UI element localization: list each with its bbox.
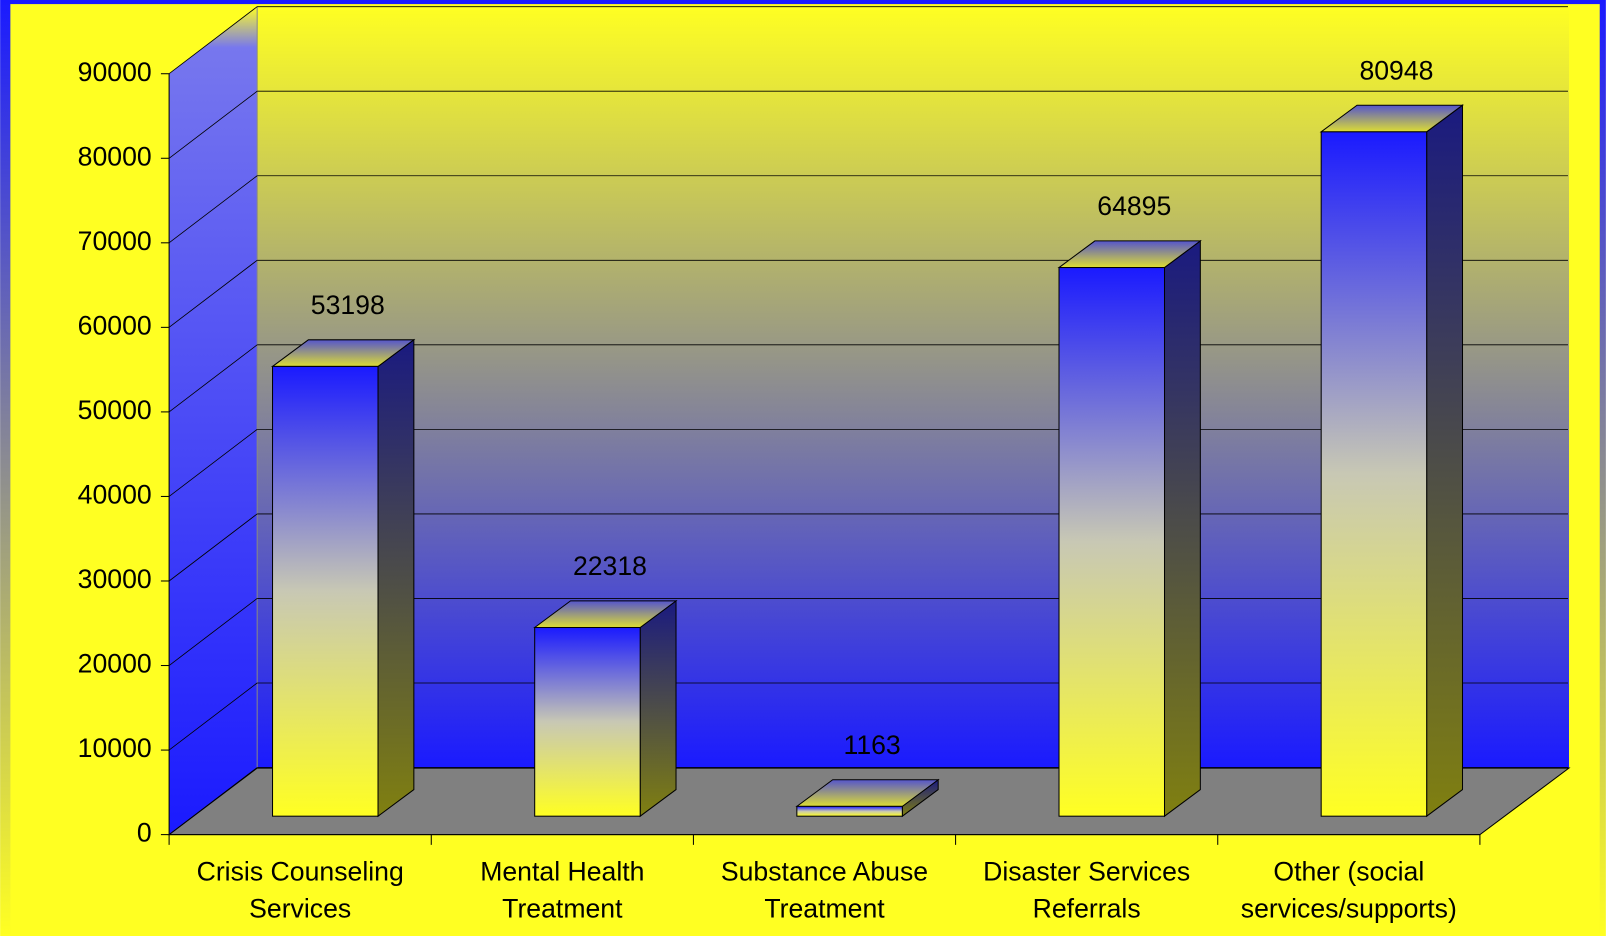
x-tick-label: Substance Abuse Treatment <box>720 856 929 924</box>
data-label: 64895 <box>1097 191 1171 221</box>
grid-line <box>168 259 258 328</box>
x-tick-label-box: Other (social services/supports) <box>1240 856 1457 924</box>
grid-line <box>168 90 258 159</box>
side-wall <box>169 6 258 835</box>
grid-line <box>168 344 258 413</box>
bar-side <box>377 338 415 818</box>
grid-line <box>168 429 258 497</box>
y-tick-label: 20000 <box>78 649 152 679</box>
y-tick-label: 40000 <box>78 479 152 509</box>
back-wall <box>257 6 1570 769</box>
grid-line <box>168 175 258 244</box>
data-label: 53198 <box>311 290 385 320</box>
y-tick-label: 90000 <box>78 57 152 87</box>
y-tick-label: 60000 <box>78 310 152 340</box>
y-tick-label: 30000 <box>78 564 152 594</box>
y-tick-label: 10000 <box>78 733 152 763</box>
x-tick-label: Mental Health Treatment <box>480 856 645 924</box>
data-label: 1163 <box>844 730 901 760</box>
grid-line <box>168 767 258 835</box>
x-tick-label-box: Substance Abuse Treatment <box>720 856 929 924</box>
bar <box>534 626 641 817</box>
grid-line <box>168 682 258 751</box>
grid-line <box>168 6 258 75</box>
grid-line <box>168 513 258 582</box>
grid-line <box>168 598 258 666</box>
bar <box>1058 267 1166 817</box>
y-tick-label: 0 <box>137 818 152 848</box>
bar-side <box>1426 104 1464 818</box>
x-tick-label-box: Crisis Counseling Services <box>196 856 404 924</box>
x-tick-label: Disaster Services Referrals <box>983 856 1191 924</box>
bar-side <box>1163 239 1201 818</box>
x-tick-label: Other (social services/supports) <box>1240 856 1457 924</box>
y-tick-label: 70000 <box>78 226 152 256</box>
x-tick-label: Crisis Counseling Services <box>196 856 404 924</box>
bar <box>1320 131 1428 817</box>
bar <box>272 365 379 817</box>
y-tick-label: 50000 <box>78 395 152 425</box>
x-tick-label-box: Mental Health Treatment <box>480 856 645 924</box>
x-tick-label-box: Disaster Services Referrals <box>983 856 1191 924</box>
bar-side <box>639 599 677 818</box>
bar <box>796 805 903 817</box>
y-tick-label: 80000 <box>78 141 152 171</box>
data-label: 22318 <box>573 551 647 581</box>
data-label: 80948 <box>1359 55 1433 85</box>
